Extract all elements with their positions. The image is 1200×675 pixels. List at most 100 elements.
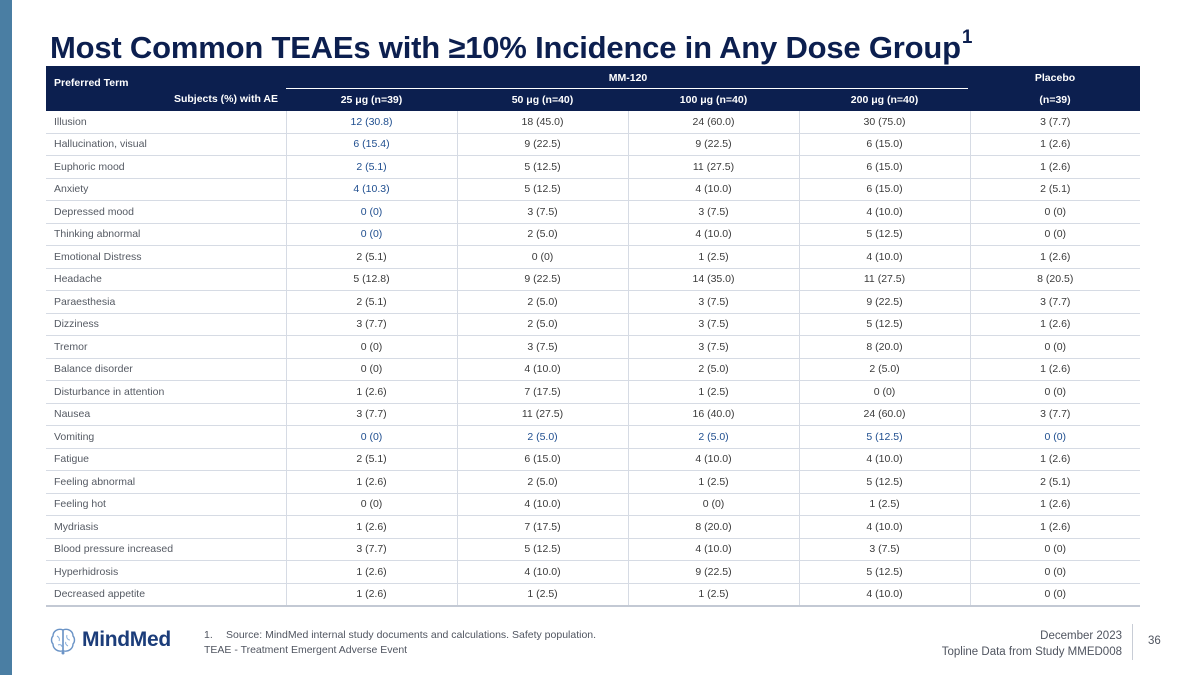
dose-value-cell: 18 (45.0) <box>456 111 628 134</box>
table-row: Blood pressure increased 3 (7.7) 5 (12.5) 4… <box>46 538 1141 561</box>
placebo-value-cell: 0 (0) <box>969 380 1141 404</box>
dose-value-cell: 7 (17.5) <box>456 380 628 404</box>
page-number: 36 <box>1148 635 1161 647</box>
dose-column-header: 200 μg (n=40) <box>799 89 971 111</box>
title-footnote-marker: 1 <box>961 27 973 48</box>
dose-value-cell: 1 (2.5) <box>627 245 799 269</box>
table-row: Paraesthesia 2 (5.1) 2 (5.0) 3 (7.5) 9 (22.5… <box>46 290 1141 314</box>
preferred-term-cell: Nausea <box>46 403 286 426</box>
table-body: Illusion 12 (30.8) 18 (45.0) 24 (60.0) 30 (7… <box>46 111 1141 607</box>
preferred-term-cell: Depressed mood <box>46 200 286 224</box>
table-row: Emotional Distress 2 (5.1) 0 (0) 1 (2.5) 4 (… <box>46 245 1141 269</box>
placebo-value-cell: 0 (0) <box>969 335 1141 359</box>
dose-value-cell: 3 (7.5) <box>627 200 799 224</box>
dose-value-cell: 6 (15.0) <box>798 155 971 179</box>
dose-value-cell: 2 (5.1) <box>285 290 457 314</box>
dose-value-cell: 9 (22.5) <box>627 133 799 156</box>
slide-title: Most Common TEAEs with ≥10% Incidence in… <box>50 27 973 66</box>
table-row: Hallucination, visual 6 (15.4) 9 (22.5) 9 (… <box>46 133 1141 156</box>
preferred-term-cell: Vomiting <box>46 425 286 449</box>
mm120-group-label: MM-120 <box>608 72 648 84</box>
dose-value-cell: 2 (5.0) <box>627 358 799 381</box>
table-row: Feeling hot 0 (0) 4 (10.0) 0 (0) 1 (2.5) 1 (2… <box>46 493 1141 516</box>
preferred-term-cell: Decreased appetite <box>46 583 286 607</box>
dose-value-cell: 11 (27.5) <box>456 403 628 426</box>
table-row: Vomiting 0 (0) 2 (5.0) 2 (5.0) 5 (12.5) 0 (0) <box>46 425 1141 449</box>
dose-value-cell: 4 (10.0) <box>627 178 799 201</box>
dose-value-cell: 0 (0) <box>456 245 628 269</box>
table-row: Decreased appetite 1 (2.6) 1 (2.5) 1 (2.5) 4… <box>46 583 1141 607</box>
dose-value-cell: 1 (2.5) <box>627 470 799 494</box>
dose-value-cell: 3 (7.7) <box>285 313 457 336</box>
dose-value-cell: 6 (15.0) <box>798 133 971 156</box>
dose-value-cell: 7 (17.5) <box>456 515 628 539</box>
dose-value-cell: 3 (7.7) <box>285 403 457 426</box>
table-row: Balance disorder 0 (0) 4 (10.0) 2 (5.0) 2 (5… <box>46 358 1141 381</box>
dose-value-cell: 2 (5.0) <box>798 358 971 381</box>
preferred-term-cell: Feeling abnormal <box>46 470 286 494</box>
dose-value-cell: 1 (2.6) <box>285 470 457 494</box>
dose-value-cell: 2 (5.1) <box>285 448 457 471</box>
dose-column-header: 25 μg (n=39) <box>286 89 457 111</box>
dose-value-cell: 1 (2.6) <box>285 583 457 607</box>
placebo-header: Placebo <box>970 66 1141 89</box>
mindmed-logo-icon <box>50 628 76 655</box>
preferred-term-cell: Euphoric mood <box>46 155 286 179</box>
dose-value-cell: 0 (0) <box>285 425 457 449</box>
mindmed-logo-text: MindMed <box>82 628 171 651</box>
footer-date: December 2023 <box>1040 630 1122 642</box>
dose-value-cell: 5 (12.5) <box>798 425 971 449</box>
preferred-term-cell: Hallucination, visual <box>46 133 286 156</box>
dose-value-cell: 1 (2.6) <box>285 560 457 584</box>
preferred-term-cell: Disturbance in attention <box>46 380 286 404</box>
dose-value-cell: 5 (12.5) <box>798 223 971 246</box>
footer-info: December 2023 Topline Data from Study MM… <box>942 628 1122 660</box>
dose-value-cell: 5 (12.5) <box>798 313 971 336</box>
placebo-value-cell: 1 (2.6) <box>969 515 1141 539</box>
placebo-value-cell: 0 (0) <box>969 560 1141 584</box>
slide-title-text: Most Common TEAEs with ≥10% Incidence in… <box>50 30 961 65</box>
table-row: Euphoric mood 2 (5.1) 5 (12.5) 11 (27.5) 6 (… <box>46 155 1141 179</box>
dose-value-cell: 0 (0) <box>285 223 457 246</box>
preferred-term-cell: Illusion <box>46 111 286 134</box>
dose-value-cell: 4 (10.0) <box>456 493 628 516</box>
preferred-term-cell: Feeling hot <box>46 493 286 516</box>
dose-value-cell: 0 (0) <box>285 200 457 224</box>
dose-value-cell: 3 (7.7) <box>285 538 457 561</box>
preferred-term-cell: Headache <box>46 268 286 291</box>
dose-value-cell: 24 (60.0) <box>627 111 799 134</box>
dose-value-cell: 1 (2.6) <box>285 515 457 539</box>
preferred-term-header: Preferred Term <box>54 77 129 89</box>
dose-value-cell: 3 (7.5) <box>456 335 628 359</box>
dose-value-cell: 8 (20.0) <box>798 335 971 359</box>
dose-value-cell: 9 (22.5) <box>456 268 628 291</box>
dose-value-cell: 5 (12.5) <box>456 178 628 201</box>
dose-value-cell: 4 (10.0) <box>798 200 971 224</box>
placebo-value-cell: 1 (2.6) <box>969 133 1141 156</box>
table-row: Disturbance in attention 1 (2.6) 7 (17.5) 1… <box>46 380 1141 404</box>
table-row: Tremor 0 (0) 3 (7.5) 3 (7.5) 8 (20.0) 0 (0) <box>46 335 1141 359</box>
group-header-rule <box>286 88 969 89</box>
preferred-term-cell: Mydriasis <box>46 515 286 539</box>
dose-value-cell: 4 (10.0) <box>456 560 628 584</box>
corner-header: Preferred Term Subjects (%) with AE <box>46 66 286 111</box>
placebo-value-cell: 3 (7.7) <box>969 403 1141 426</box>
dose-value-cell: 5 (12.5) <box>456 155 628 179</box>
placebo-value-cell: 2 (5.1) <box>969 470 1141 494</box>
placebo-n-header: (n=39) <box>970 89 1141 111</box>
dose-value-cell: 4 (10.0) <box>627 448 799 471</box>
dose-value-cell: 3 (7.5) <box>627 290 799 314</box>
left-accent-bar <box>0 0 12 675</box>
dose-value-cell: 9 (22.5) <box>798 290 971 314</box>
dose-column-header: 100 μg (n=40) <box>628 89 799 111</box>
dose-value-cell: 11 (27.5) <box>627 155 799 179</box>
dose-value-cell: 2 (5.0) <box>456 470 628 494</box>
dose-value-cell: 6 (15.4) <box>285 133 457 156</box>
placebo-value-cell: 1 (2.6) <box>969 358 1141 381</box>
table-row: Hyperhidrosis 1 (2.6) 4 (10.0) 9 (22.5) 5 (1… <box>46 560 1141 584</box>
dose-value-cell: 4 (10.0) <box>456 358 628 381</box>
dose-value-cell: 4 (10.0) <box>798 245 971 269</box>
preferred-term-cell: Balance disorder <box>46 358 286 381</box>
table-row: Nausea 3 (7.7) 11 (27.5) 16 (40.0) 24 (60.0)… <box>46 403 1141 426</box>
dose-value-cell: 4 (10.0) <box>798 583 971 607</box>
